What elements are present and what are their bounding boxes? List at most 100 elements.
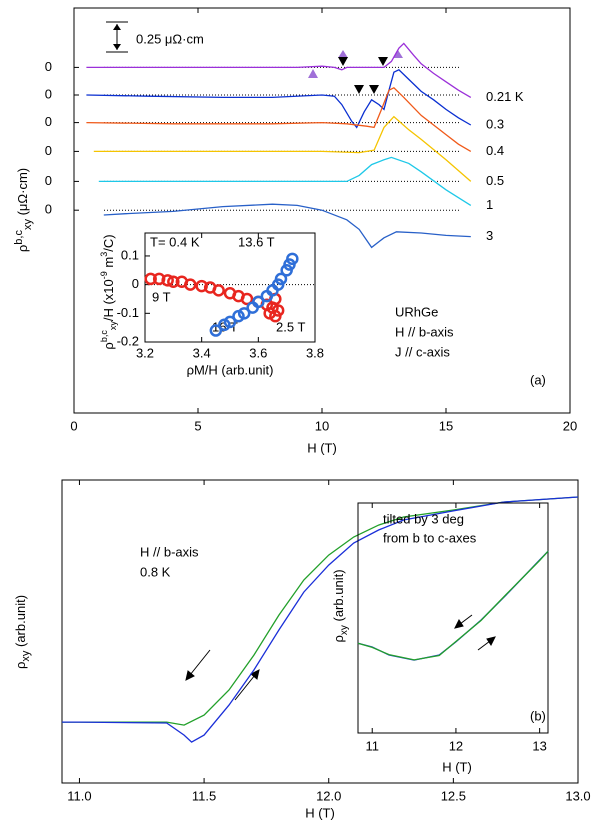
data-line: [62, 496, 579, 726]
y-tick-label: 0: [45, 202, 52, 217]
y-axis-label-part: xy: [22, 219, 34, 231]
x-tick-label: 12.0: [316, 788, 341, 803]
curve-label: 0.3: [486, 116, 504, 131]
panel: 11.0 11.5 12.0 12.5 13.0H (T)ρxy (arb.unit)H…: [13, 479, 591, 820]
data-line: [103, 203, 471, 249]
curve-label: 0.21 K: [486, 89, 524, 104]
y-axis-label-part: xy: [20, 650, 32, 662]
annotation: from b to c-axes: [383, 530, 477, 545]
annotation: 13.6 T: [238, 234, 275, 249]
data-line: [86, 42, 472, 98]
scale-bar-heads: [113, 24, 121, 50]
x-tick-label: 12: [449, 738, 463, 753]
annotation: 0.25 μΩ·cm: [136, 31, 204, 46]
x-axis-label: ρM/H (arb.unit): [187, 362, 274, 377]
y-axis-label: ρb,cxy (μΩ·cm): [13, 168, 34, 252]
data-point: [252, 295, 265, 309]
inset-arrow-down: [459, 614, 473, 625]
data-line: [357, 550, 549, 661]
annotation: tilted by 3 deg: [383, 511, 464, 526]
data-point: [223, 315, 237, 329]
data-line: [86, 87, 472, 152]
data-point: [274, 272, 288, 286]
transition-markers: [308, 50, 403, 94]
y-axis-label-part: ρ: [15, 245, 30, 252]
x-tick-label: 11.5: [192, 788, 216, 803]
y-axis-label-part: ρ: [101, 342, 116, 349]
x-tick-label: 12.5: [441, 788, 466, 803]
x-tick-label: 3.4: [193, 345, 211, 360]
y-tick-label: 0: [45, 86, 52, 101]
annotation: URhGe: [395, 304, 438, 319]
sweep-arrows: [185, 614, 496, 701]
y-tick-label: -0.2: [117, 333, 139, 348]
y-axis-label-part: ρ: [331, 635, 346, 642]
data-point: [240, 292, 254, 306]
plot-frame: [144, 232, 316, 343]
data-line: [62, 496, 579, 743]
y-tick-label: 0: [45, 143, 52, 158]
x-axis-label: H (T): [307, 440, 337, 455]
plot-frame: [357, 502, 549, 734]
arrow-down: [189, 649, 211, 676]
x-tick-label: 11.0: [67, 788, 91, 803]
annotation: J // c-axis: [395, 344, 450, 359]
x-tick-label: 20: [563, 418, 577, 433]
y-tick-label: 0: [45, 114, 52, 129]
scale-bar: [106, 21, 128, 53]
y-axis-label-part: m: [101, 257, 116, 271]
data-point: [161, 274, 174, 287]
x-axis-label: H (T): [305, 805, 335, 820]
data-point: [286, 252, 299, 266]
arrow-head: [454, 619, 464, 629]
y-tick-label: 0.1: [121, 247, 139, 262]
inset-arrow-up: [477, 640, 491, 651]
arrow-head: [185, 670, 195, 681]
panel: 11 12 13 H (T) ρxy (arb.unit) tilted by 3 deg…: [331, 502, 549, 774]
panel: 3.2 3.4 3.6 3.8 0.1 0 -0.1 -0.2 ρM/H (arb.unit) ρ…: [99, 232, 324, 377]
y-tick-label: 0: [45, 59, 52, 74]
annotation: H // b-axis: [140, 544, 199, 559]
annotation: (a): [530, 372, 546, 387]
curve-label: 3: [486, 228, 493, 243]
y-axis-label: ρxy (arb.unit): [331, 569, 349, 642]
x-tick-label: 10: [315, 418, 329, 433]
data-point: [152, 272, 166, 286]
y-axis-label-part: (arb.unit): [13, 595, 28, 651]
data-point: [144, 272, 157, 286]
annotation: (b): [530, 708, 546, 723]
black-markers: [338, 57, 388, 94]
y-axis-label-part: /C): [101, 234, 116, 251]
y-tick-label: 0: [45, 173, 52, 188]
y-axis-label-part: b,c: [99, 330, 109, 343]
x-tick-label: 13: [532, 738, 546, 753]
annotation: T= 0.4 K: [150, 234, 200, 249]
arrow-head: [250, 669, 260, 680]
x-tick-label: 15: [439, 418, 453, 433]
data-line: [86, 69, 472, 129]
curve-label: 0.4: [486, 143, 504, 158]
curve-label: 0.5: [486, 173, 504, 188]
y-axis-label-part: b,c: [13, 230, 25, 245]
curve-label: 1: [486, 197, 493, 212]
data-point: [195, 279, 208, 293]
y-axis-label-part: (μΩ·cm): [15, 168, 30, 219]
y-axis-label-part: 3: [99, 252, 109, 257]
y-tick-label: -0.1: [117, 305, 139, 320]
y-axis-label-part: -9: [99, 271, 109, 279]
y-axis-label-part: (arb.unit): [331, 569, 346, 625]
data-line: [98, 156, 472, 206]
x-tick-label: 0: [70, 418, 77, 433]
data-point: [167, 275, 180, 289]
y-axis-label-part: xy: [339, 625, 350, 635]
y-axis-label: ρxy (arb.unit): [13, 595, 31, 669]
annotation: H // b-axis: [395, 324, 454, 339]
x-tick-label: 11: [365, 738, 379, 753]
y-tick-label: 0: [132, 276, 139, 291]
annotation: 2.5 T: [276, 319, 305, 334]
y-axis-label-part: xy: [108, 321, 118, 331]
data-point: [184, 278, 197, 291]
x-axis-label: H (T): [442, 759, 472, 774]
x-tick-label: 5: [194, 418, 201, 433]
